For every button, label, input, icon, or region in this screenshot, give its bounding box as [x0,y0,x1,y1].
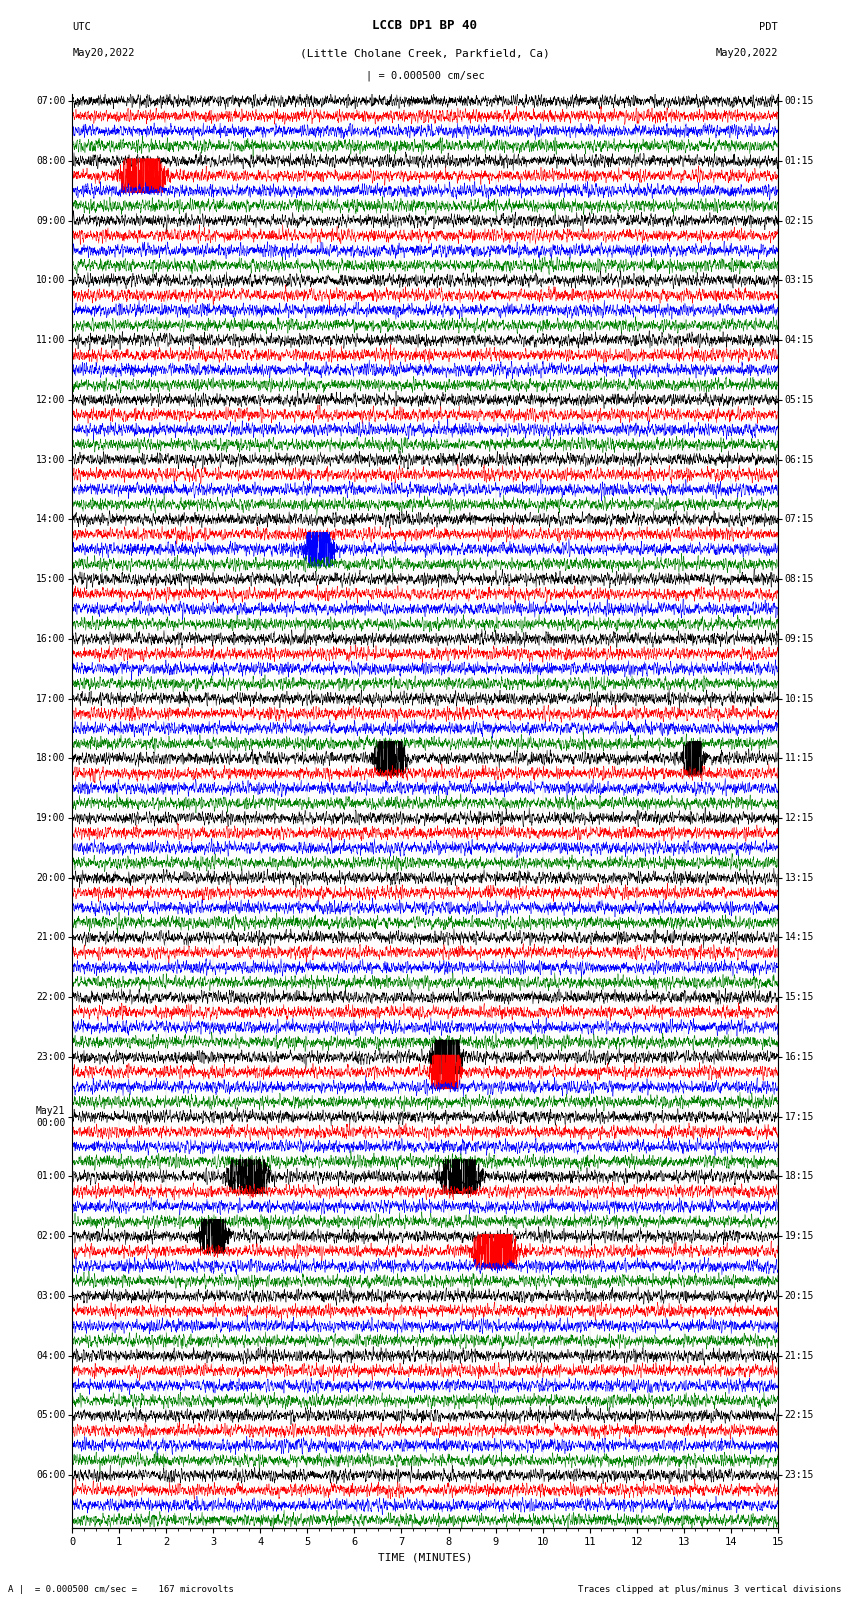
Text: May20,2022: May20,2022 [715,48,778,58]
Text: Traces clipped at plus/minus 3 vertical divisions: Traces clipped at plus/minus 3 vertical … [578,1584,842,1594]
Text: May20,2022: May20,2022 [72,48,135,58]
Text: (Little Cholane Creek, Parkfield, Ca): (Little Cholane Creek, Parkfield, Ca) [300,48,550,58]
Text: A |  = 0.000500 cm/sec =    167 microvolts: A | = 0.000500 cm/sec = 167 microvolts [8,1584,235,1594]
Text: UTC: UTC [72,23,91,32]
Text: PDT: PDT [759,23,778,32]
Text: | = 0.000500 cm/sec: | = 0.000500 cm/sec [366,69,484,81]
Text: LCCB DP1 BP 40: LCCB DP1 BP 40 [372,19,478,32]
X-axis label: TIME (MINUTES): TIME (MINUTES) [377,1553,473,1563]
